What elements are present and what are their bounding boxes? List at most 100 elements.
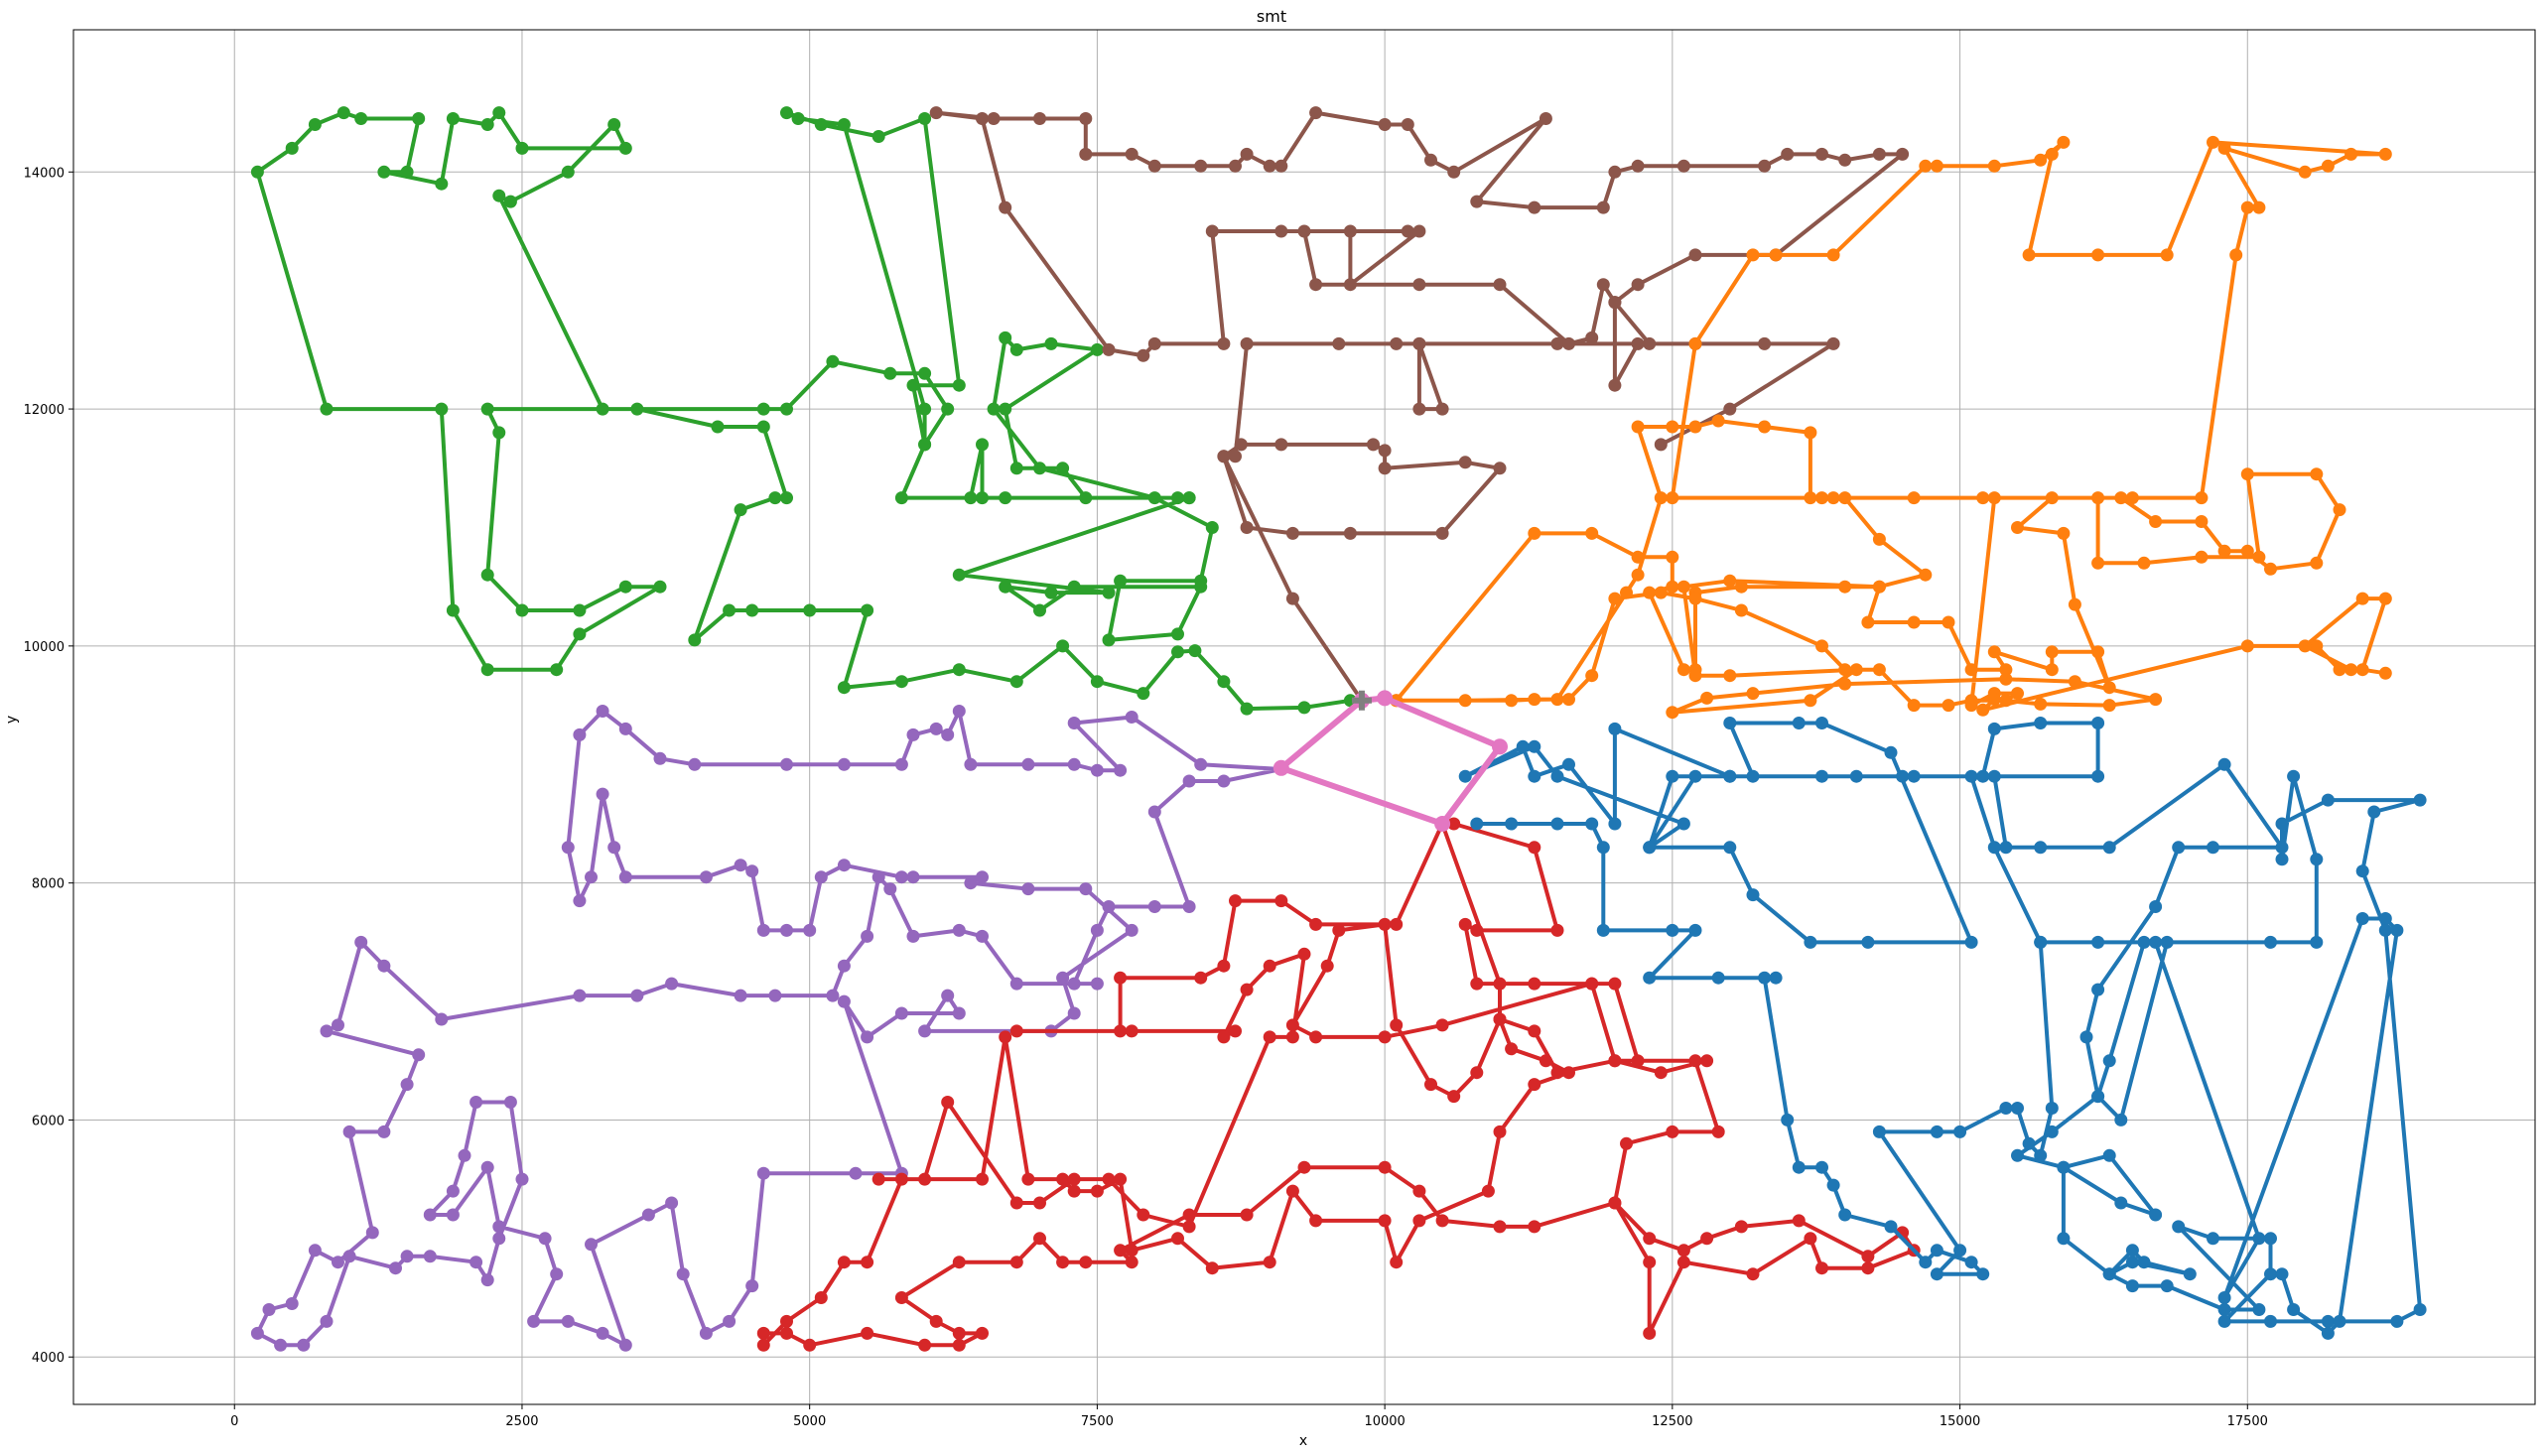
route-point (2344, 147, 2358, 161)
route-point (1711, 971, 1725, 985)
route-point (1999, 672, 2013, 686)
route-point (1114, 1172, 1128, 1186)
route-point (999, 1030, 1012, 1044)
route-point (1493, 1125, 1507, 1138)
x-tick-label: 2500 (505, 1414, 538, 1429)
route-point (1631, 336, 1645, 350)
route-point (1263, 959, 1276, 973)
route-point (1585, 669, 1599, 683)
route-point (1872, 147, 1886, 161)
route-point (1412, 1214, 1426, 1228)
route-point (2091, 717, 2105, 729)
route-point (1009, 342, 1023, 356)
route-point (1804, 491, 1817, 505)
route-point (1021, 757, 1035, 771)
route-point (1919, 568, 1933, 582)
route-point (665, 1196, 679, 1210)
route-point (596, 1326, 609, 1340)
route-point (999, 491, 1012, 505)
x-tick-label: 10000 (1364, 1414, 1405, 1429)
route-point (469, 1096, 483, 1109)
route-point (1114, 971, 1128, 985)
route-point (1435, 526, 1449, 540)
route-point (1826, 248, 1840, 262)
route-point (1343, 526, 1357, 540)
y-tick-label: 8000 (32, 877, 65, 892)
route-point (826, 354, 840, 368)
route-point (688, 633, 702, 647)
route-point (573, 627, 587, 641)
route-point (1528, 526, 1541, 540)
route-point (1585, 526, 1599, 540)
route-point (1746, 687, 1760, 701)
x-tick-label: 0 (230, 1414, 238, 1429)
route-point (1631, 568, 1645, 582)
route-point (1079, 112, 1093, 125)
route-point (2321, 1314, 2335, 1328)
route-point (1229, 159, 1242, 173)
route-point (1539, 112, 1552, 125)
route-point (2011, 1102, 2024, 1115)
route-point (1274, 894, 1288, 908)
route-point (1056, 971, 1070, 985)
route-point (1412, 278, 1426, 292)
route-point (1102, 900, 1116, 913)
route-point (2264, 1232, 2277, 1246)
route-point (1240, 521, 1254, 534)
route-point (1458, 694, 1472, 708)
route-point (1942, 699, 1955, 713)
depot-marker (1351, 690, 1372, 711)
route-point (780, 106, 793, 120)
route-point (332, 1018, 344, 1032)
route-point (894, 491, 908, 505)
route-point (1447, 1090, 1461, 1104)
route-point (435, 177, 449, 191)
route-point (492, 106, 506, 120)
route-point (377, 1125, 391, 1138)
route-point (2125, 1279, 2139, 1293)
route-point (1723, 574, 1737, 588)
route-point (1861, 1250, 1875, 1263)
route-point (2217, 544, 2231, 558)
route-point (1746, 888, 1760, 902)
route-point (2240, 467, 2254, 481)
route-point (1849, 663, 1863, 677)
route-point (2264, 1267, 2277, 1281)
route-point (999, 331, 1012, 344)
route-point (1297, 701, 1311, 715)
route-point (2149, 900, 2163, 913)
route-point (1309, 278, 1323, 292)
route-point (676, 1267, 690, 1281)
route-point (894, 1006, 908, 1020)
route-line (255, 110, 1351, 712)
route-point (780, 923, 793, 937)
route-point (469, 1256, 483, 1269)
route-point (952, 923, 966, 937)
route-point (1033, 1232, 1046, 1246)
route-point (1229, 450, 1242, 463)
route-point (1343, 224, 1357, 238)
route-point (2240, 639, 2254, 653)
route-point (861, 1326, 874, 1340)
route-point (1608, 722, 1622, 735)
route-point (423, 1250, 437, 1263)
route-point (1815, 147, 1828, 161)
route-point (837, 1256, 851, 1269)
route-point (1182, 900, 1196, 913)
route-point (1688, 923, 1702, 937)
route-point (756, 923, 770, 937)
route-point (480, 1160, 494, 1174)
route-point (1688, 336, 1702, 350)
route-point (1643, 1256, 1657, 1269)
route-point (1861, 935, 1875, 949)
route-point (308, 118, 322, 131)
y-axis-label: y (4, 716, 20, 724)
route-point (1217, 675, 1231, 689)
route-point (1884, 745, 1898, 759)
route-point (1309, 917, 1323, 931)
route-point (941, 989, 955, 1002)
route-point (1079, 491, 1093, 505)
route-point (723, 1314, 737, 1328)
route-point (1102, 586, 1116, 599)
route-point (1447, 817, 1461, 831)
